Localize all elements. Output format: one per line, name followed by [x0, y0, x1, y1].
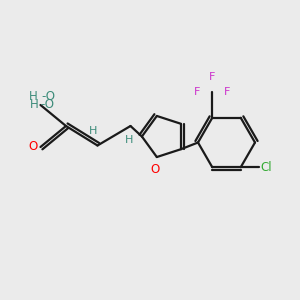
Text: F: F: [209, 72, 215, 82]
Text: O: O: [28, 140, 38, 154]
Text: H: H: [30, 98, 39, 112]
Text: O: O: [151, 163, 160, 176]
Text: H: H: [89, 127, 97, 136]
Text: -O: -O: [40, 98, 55, 112]
Text: -O: -O: [41, 91, 55, 103]
Text: H: H: [125, 135, 133, 145]
Text: H: H: [29, 91, 38, 103]
Text: Cl: Cl: [260, 161, 272, 174]
Text: F: F: [224, 87, 231, 97]
Text: F: F: [194, 87, 200, 97]
